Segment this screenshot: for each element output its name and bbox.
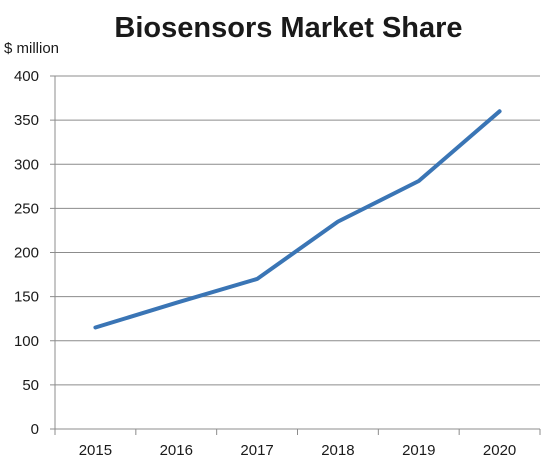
y-tick-label: 100: [14, 333, 39, 350]
y-tick-label: 200: [14, 245, 39, 262]
x-tick-label: 2016: [160, 442, 193, 459]
y-tick-labels: 0 50 100 150 200 250 300 350 400: [14, 68, 39, 438]
x-tick-label: 2015: [79, 442, 112, 459]
y-tick-label: 400: [14, 68, 39, 85]
chart-title: Biosensors Market Share: [114, 12, 463, 44]
gridlines: [55, 75, 540, 386]
y-tick-label: 0: [31, 421, 39, 438]
x-tick-label: 2018: [321, 442, 354, 459]
series-layer: [93, 109, 502, 330]
y-axis-label: $ million: [4, 40, 60, 57]
series-line: [93, 109, 502, 330]
y-tick-label: 350: [14, 112, 39, 129]
axes: [50, 75, 541, 435]
x-tick-labels: 2015 2016 2017 2018 2019 2020: [79, 442, 517, 459]
x-tick-label: 2019: [402, 442, 435, 459]
x-tick-label: 2020: [483, 442, 516, 459]
y-tick-label: 150: [14, 289, 39, 306]
y-tick-label: 50: [22, 377, 39, 394]
x-tick-label: 2017: [240, 442, 273, 459]
y-tick-label: 300: [14, 156, 39, 173]
y-tick-label: 250: [14, 200, 39, 217]
